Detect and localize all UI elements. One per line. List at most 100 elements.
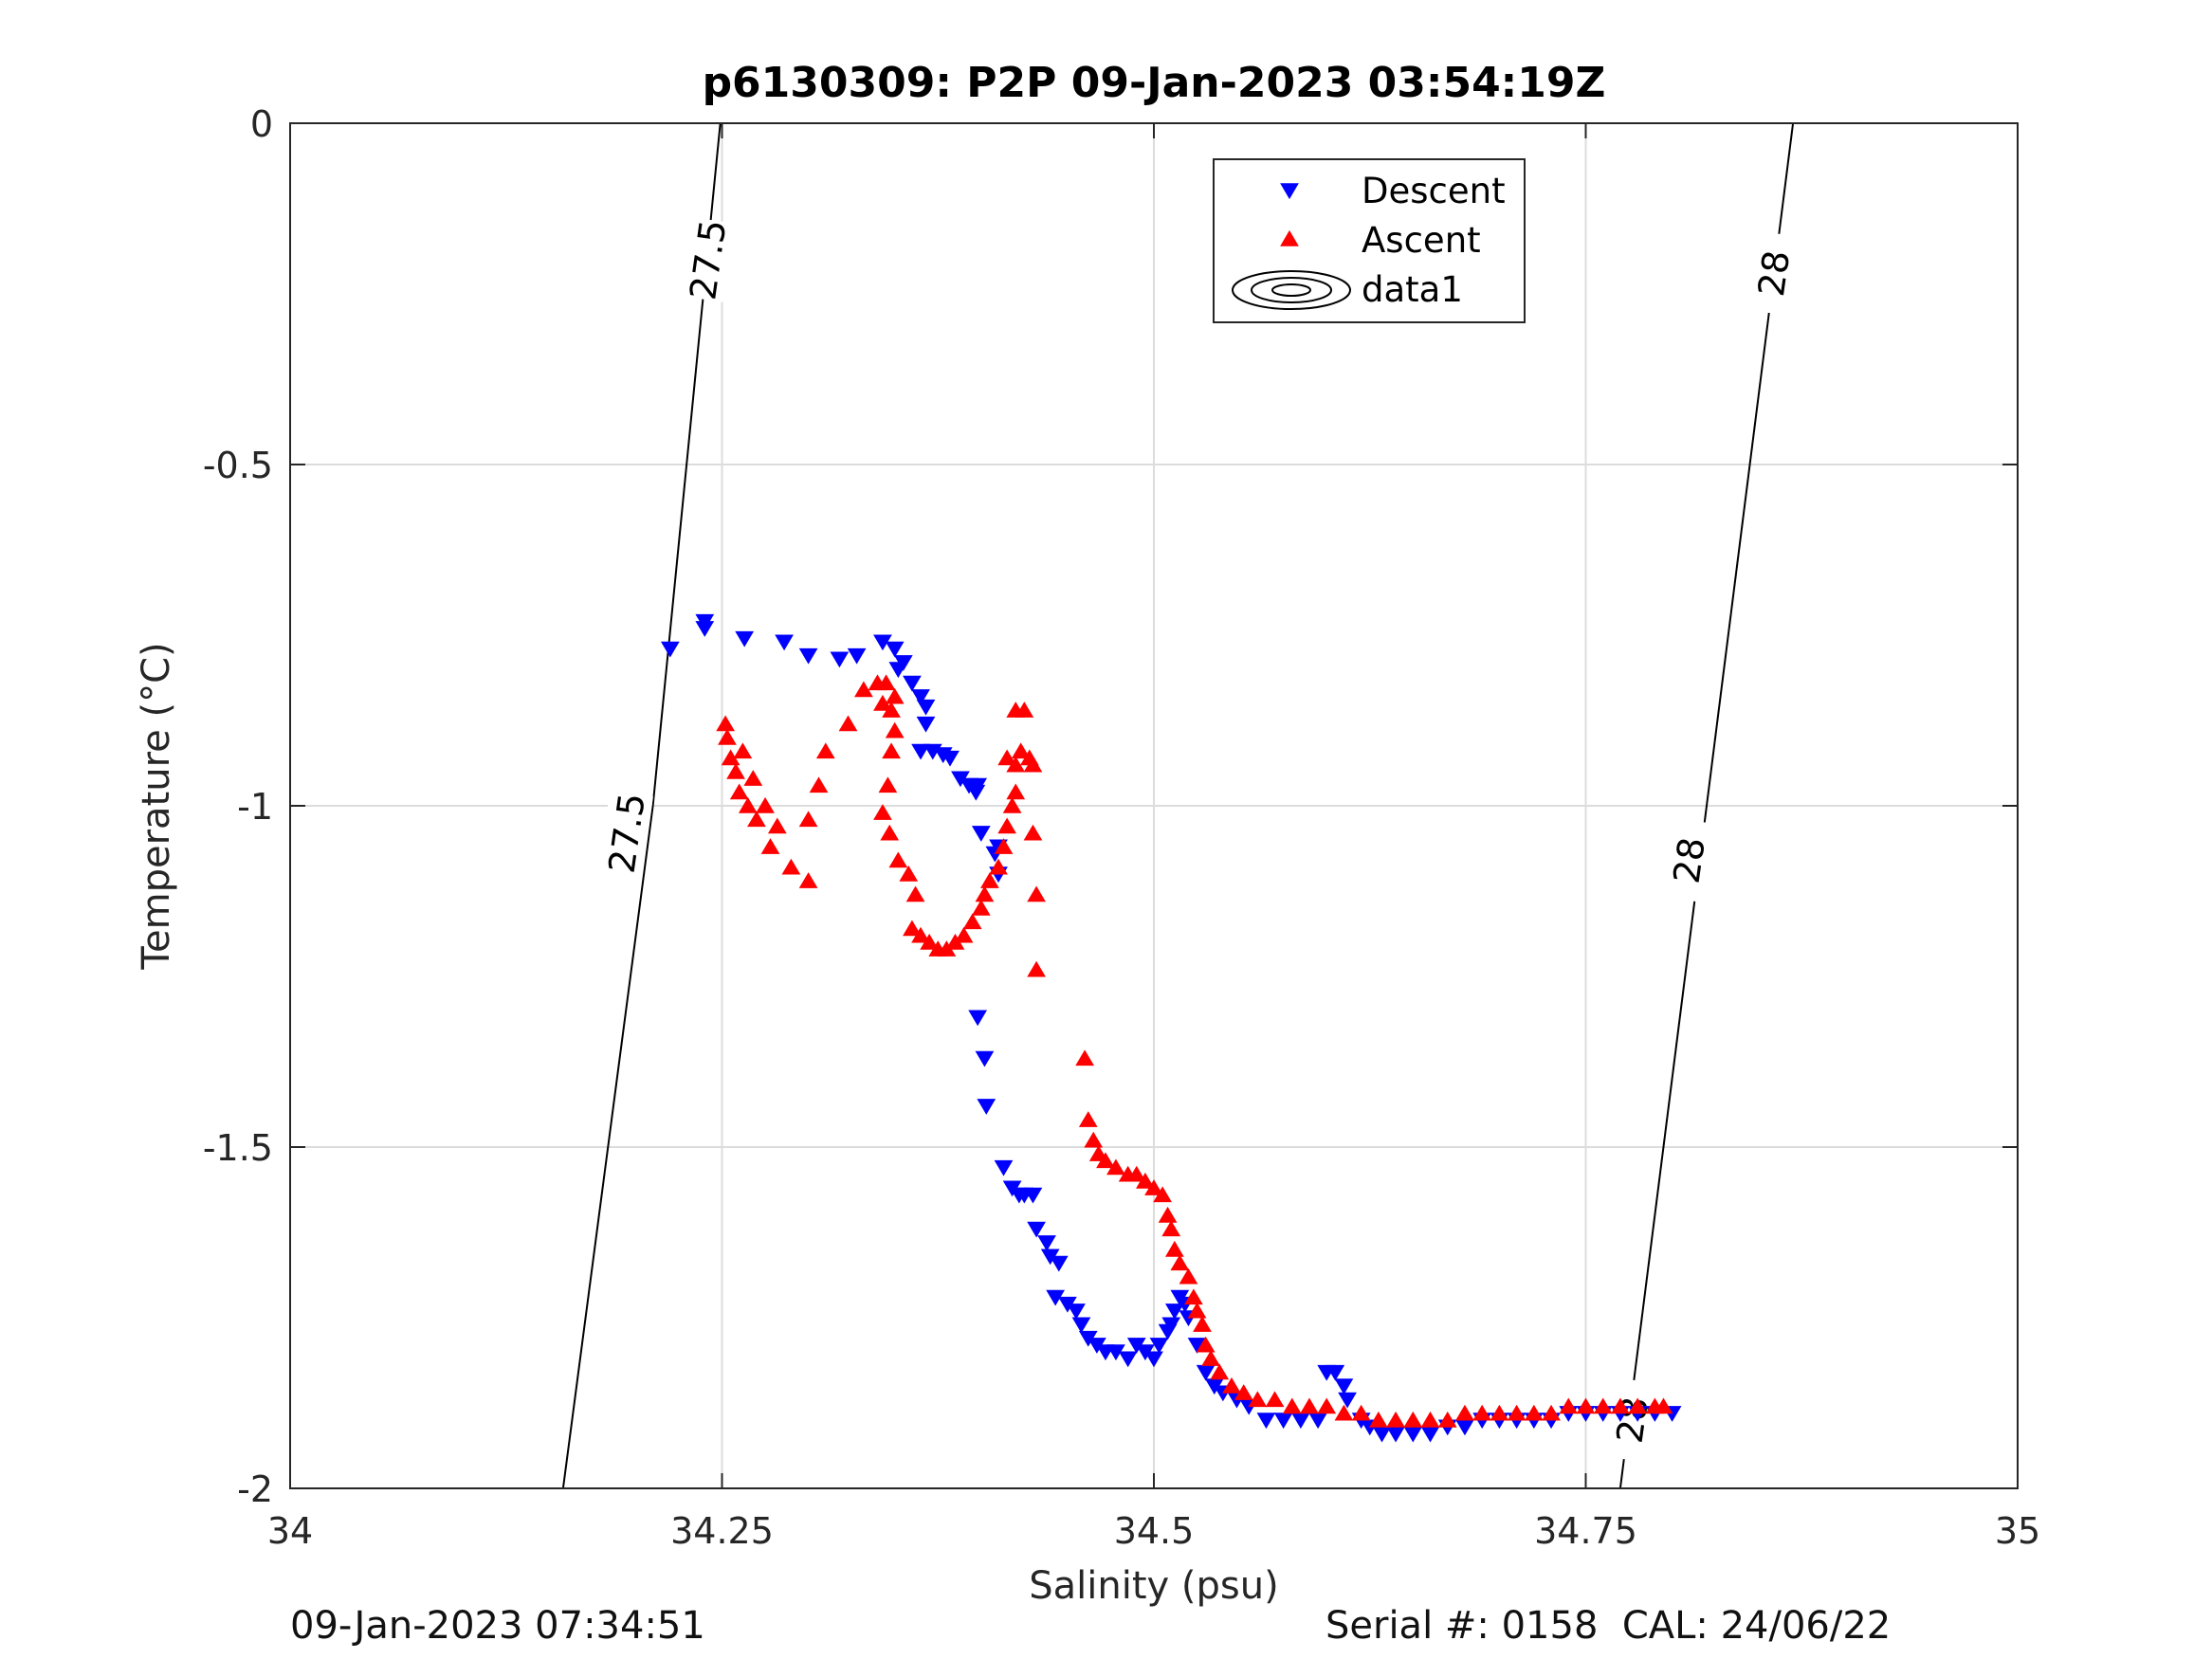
descent-point — [695, 621, 715, 637]
ascent-point — [997, 749, 1017, 766]
ascent-point — [743, 770, 763, 786]
ascent-point — [1011, 742, 1031, 759]
x-tick-label: 34.75 — [1534, 1510, 1637, 1552]
ascent-point — [1023, 824, 1043, 841]
legend-marker-ascent — [1280, 229, 1299, 246]
isopycnal-line — [1618, 122, 1795, 1489]
descent-point — [1420, 1426, 1440, 1443]
ascent-point — [1187, 1302, 1207, 1319]
ascent-point — [1078, 1111, 1098, 1127]
ascent-point — [747, 811, 766, 828]
ascent-point — [1023, 756, 1043, 773]
legend-marker-descent — [1280, 183, 1299, 200]
descent-point — [847, 647, 867, 665]
descent-point — [994, 1159, 1014, 1176]
ascent-point — [716, 715, 736, 732]
ascent-point — [880, 824, 900, 841]
ascent-point — [1654, 1397, 1673, 1414]
ascent-point — [873, 694, 892, 711]
descent-point — [1256, 1413, 1276, 1430]
descent-point — [1071, 1317, 1091, 1334]
ascent-point — [1524, 1404, 1544, 1421]
ascent-point — [1210, 1363, 1230, 1380]
ascent-point — [885, 687, 905, 704]
ascent-point — [954, 926, 974, 943]
descent-point — [1372, 1426, 1392, 1443]
descent-point — [977, 1099, 996, 1115]
ascent-point — [920, 933, 940, 950]
ascent-point — [1027, 960, 1046, 977]
descent-point — [1455, 1419, 1474, 1436]
descent-point — [1334, 1378, 1354, 1395]
ascent-point — [729, 783, 749, 800]
isopycnal-label: 28 — [1661, 817, 1716, 903]
svg-text:28: 28 — [1750, 247, 1798, 299]
ascent-point — [1144, 1179, 1163, 1195]
ascent-point — [1542, 1404, 1561, 1421]
svg-text:28: 28 — [1666, 835, 1713, 886]
ascent-point — [1386, 1411, 1405, 1428]
ascent-point — [899, 865, 919, 882]
ascent-point — [1282, 1397, 1302, 1414]
ascent-point — [1317, 1397, 1337, 1414]
ascent-point — [1300, 1397, 1319, 1414]
ascent-point — [1084, 1131, 1104, 1148]
ascent-point — [760, 838, 780, 854]
ascent-point — [1351, 1404, 1371, 1421]
y-tick-label: -2 — [237, 1468, 273, 1510]
ascent-point — [1265, 1391, 1285, 1408]
footer-timestamp: 09-Jan-2023 07:34:51 — [290, 1604, 705, 1648]
legend-entry-data1: data1 — [1362, 269, 1463, 310]
ascent-point — [980, 872, 999, 888]
ascent-point — [726, 762, 745, 779]
descent-point — [968, 777, 988, 794]
ascent-point — [971, 899, 991, 916]
axes: 34 34.25 34.5 34.75 35 0 -0.5 -1 -1.5 -2 — [203, 103, 2040, 1552]
legend: Descent Ascent data1 — [1213, 158, 1526, 323]
descent-point — [911, 689, 930, 705]
descent-point — [1023, 1187, 1043, 1204]
ascent-point — [873, 804, 892, 820]
descent-point — [893, 655, 913, 671]
ascent-point — [882, 742, 901, 759]
ascent-point — [1002, 796, 1022, 813]
isopycnal-label: 27.5 — [680, 217, 735, 302]
ascent-point — [1164, 1240, 1184, 1257]
ascent-point — [1184, 1288, 1203, 1305]
ascent-point — [997, 817, 1017, 834]
y-tick-label: -0.5 — [203, 445, 273, 486]
ascent-point — [1106, 1158, 1125, 1176]
ascent-point — [1628, 1397, 1648, 1414]
ascent-point — [854, 681, 873, 698]
ascent-point — [718, 728, 737, 745]
descent-point — [1308, 1413, 1327, 1430]
ascent-point — [798, 872, 818, 888]
x-tick-label: 34.25 — [670, 1510, 774, 1552]
descent-point — [1118, 1351, 1138, 1368]
ascent-point — [756, 796, 775, 813]
isopycnal-label: 28 — [1746, 230, 1801, 317]
descent-point — [1144, 1351, 1163, 1368]
descent-point — [885, 641, 905, 658]
ascent-point — [876, 674, 896, 691]
legend-entry-descent: Descent — [1362, 171, 1506, 211]
descent-point — [916, 716, 936, 733]
ascent-point — [994, 838, 1014, 854]
x-tick-label: 34.5 — [1114, 1510, 1195, 1552]
descent-point — [975, 1050, 995, 1067]
ascent-point — [1507, 1404, 1526, 1421]
descent-point — [1161, 1317, 1181, 1334]
x-axis-label: Salinity (psu) — [1029, 1564, 1278, 1608]
ascent-point — [1075, 1049, 1094, 1066]
ascent-point — [781, 858, 801, 875]
ascent-point — [838, 715, 858, 732]
ascent-point — [911, 926, 930, 943]
y-tick-label: -1.5 — [203, 1127, 273, 1169]
ascent-point — [1201, 1350, 1221, 1366]
descent-point — [660, 641, 680, 658]
descent-point — [941, 750, 960, 767]
ascent-point — [1179, 1267, 1198, 1285]
ascent-point — [1158, 1206, 1178, 1223]
ascent-point — [1334, 1404, 1354, 1421]
